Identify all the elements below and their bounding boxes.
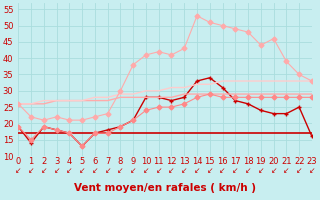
Text: ↙: ↙ [245, 166, 251, 175]
Text: ↙: ↙ [309, 166, 315, 175]
Text: ↙: ↙ [219, 166, 226, 175]
Text: ↙: ↙ [296, 166, 302, 175]
Text: ↙: ↙ [92, 166, 98, 175]
Text: ↙: ↙ [79, 166, 85, 175]
X-axis label: Vent moyen/en rafales ( km/h ): Vent moyen/en rafales ( km/h ) [74, 183, 256, 193]
Text: ↙: ↙ [156, 166, 162, 175]
Text: ↙: ↙ [232, 166, 238, 175]
Text: ↙: ↙ [66, 166, 73, 175]
Text: ↙: ↙ [117, 166, 124, 175]
Text: ↙: ↙ [15, 166, 21, 175]
Text: ↙: ↙ [283, 166, 290, 175]
Text: ↙: ↙ [53, 166, 60, 175]
Text: ↙: ↙ [28, 166, 34, 175]
Text: ↙: ↙ [41, 166, 47, 175]
Text: ↙: ↙ [130, 166, 136, 175]
Text: ↙: ↙ [104, 166, 111, 175]
Text: ↙: ↙ [143, 166, 149, 175]
Text: ↙: ↙ [181, 166, 188, 175]
Text: ↙: ↙ [258, 166, 264, 175]
Text: ↙: ↙ [194, 166, 200, 175]
Text: ↙: ↙ [270, 166, 277, 175]
Text: ↙: ↙ [207, 166, 213, 175]
Text: ↙: ↙ [168, 166, 175, 175]
